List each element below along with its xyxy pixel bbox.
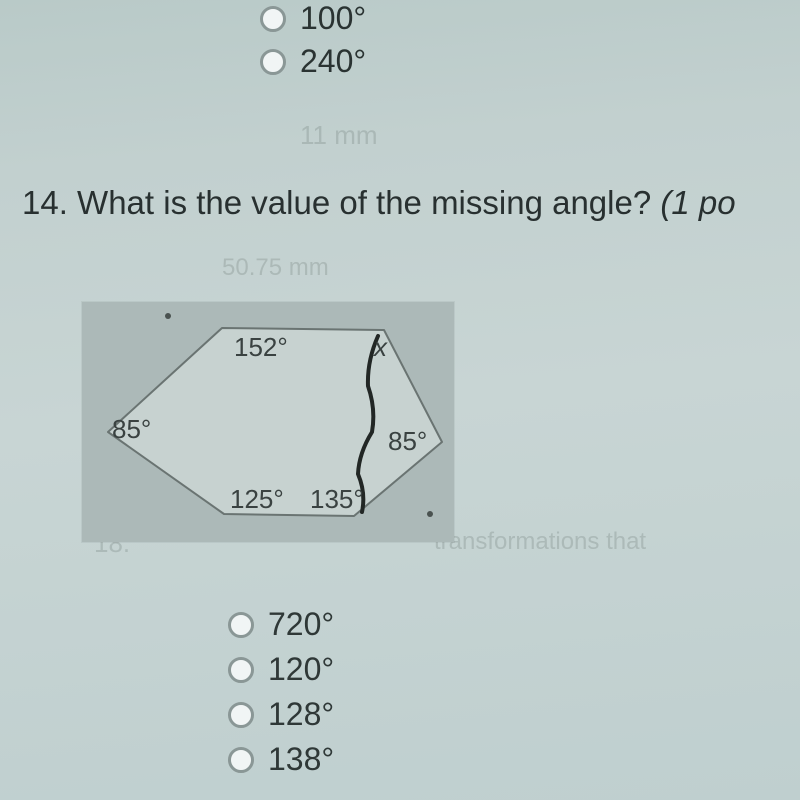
- option-label: 128°: [268, 696, 334, 733]
- radio-icon[interactable]: [260, 49, 286, 75]
- question-points: (1 po: [660, 184, 735, 221]
- prev-question-options: 100° 240°: [260, 0, 366, 86]
- option-label: 138°: [268, 741, 334, 778]
- angle-bot-left: 125°: [230, 484, 284, 515]
- option-row[interactable]: 720°: [228, 606, 334, 643]
- ghost-text: 50.75 mm: [222, 254, 329, 282]
- question-text: What is the value of the missing angle?: [77, 184, 651, 221]
- page-surface: 100° 240° 11 mm 50.75 mm 18. transformat…: [0, 0, 800, 800]
- option-row[interactable]: 128°: [228, 696, 334, 733]
- question-number: 14.: [22, 184, 68, 221]
- ghost-text: 11 mm: [300, 120, 378, 151]
- question-line: 14. What is the value of the missing ang…: [22, 184, 800, 222]
- radio-icon[interactable]: [228, 657, 254, 683]
- radio-icon[interactable]: [228, 612, 254, 638]
- option-label: 120°: [268, 651, 334, 688]
- option-row[interactable]: 138°: [228, 741, 334, 778]
- prev-option-label: 100°: [300, 0, 366, 37]
- option-row[interactable]: 120°: [228, 651, 334, 688]
- hexagon-figure: 152° x 85° 135° 125° 85°: [82, 302, 454, 542]
- prev-option-row[interactable]: 240°: [260, 43, 366, 80]
- radio-icon[interactable]: [260, 6, 286, 32]
- angle-top-left: 152°: [234, 332, 288, 363]
- angle-bot-right: 135°: [310, 484, 364, 515]
- angle-top-right: x: [374, 332, 387, 363]
- radio-icon[interactable]: [228, 702, 254, 728]
- radio-icon[interactable]: [228, 747, 254, 773]
- angle-right: 85°: [388, 426, 427, 457]
- option-label: 720°: [268, 606, 334, 643]
- ghost-text: transformations that: [434, 528, 646, 556]
- answer-options: 720° 120° 128° 138°: [228, 606, 334, 786]
- angle-left: 85°: [112, 414, 151, 445]
- prev-option-label: 240°: [300, 43, 366, 80]
- prev-option-row[interactable]: 100°: [260, 0, 366, 37]
